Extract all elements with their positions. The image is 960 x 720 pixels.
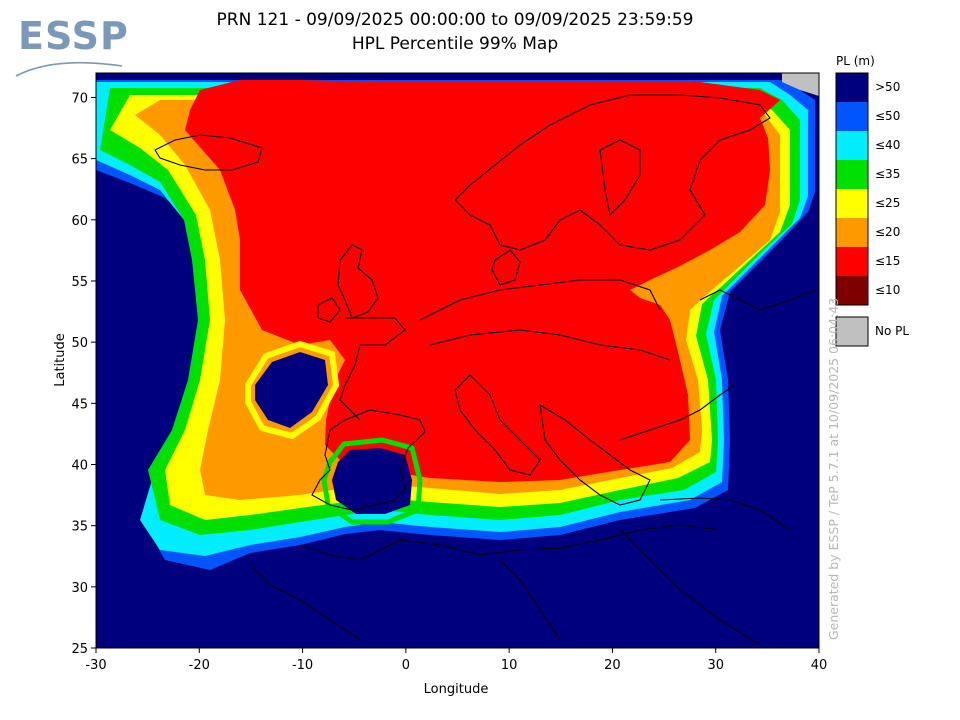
legend-swatch xyxy=(836,102,868,131)
coastline-18 xyxy=(619,529,761,646)
legend-label: ≤35 xyxy=(875,167,900,181)
logo-swoosh xyxy=(15,61,123,77)
x-tick-label: 0 xyxy=(402,658,410,673)
coastline-7 xyxy=(599,139,641,217)
y-tick-label: 30 xyxy=(71,581,88,596)
legend-label: ≤20 xyxy=(875,225,900,239)
coastline-9 xyxy=(419,279,661,321)
pl-region-7 xyxy=(185,80,780,482)
y-tick-label: 40 xyxy=(71,458,88,473)
legend-title: PL (m) xyxy=(836,54,875,68)
no-pl-corner xyxy=(782,73,819,96)
legend-no-pl-label: No PL xyxy=(875,324,910,338)
coastline-15 xyxy=(299,524,721,561)
legend-swatch xyxy=(836,247,868,276)
y-tick-label: 65 xyxy=(71,153,88,168)
x-axis-label: Longitude xyxy=(424,682,489,697)
legend-label: ≤40 xyxy=(875,138,900,152)
watermark: Generated by ESSP / TeP 5.7.1 at 10/09/2… xyxy=(826,297,841,640)
x-tick-label: -10 xyxy=(292,658,313,673)
y-tick-label: 25 xyxy=(71,642,88,657)
legend-label: ≤10 xyxy=(875,283,900,297)
coastline-17 xyxy=(499,559,561,641)
coastline-4 xyxy=(339,317,406,421)
y-axis-label: Latitude xyxy=(53,333,68,387)
hole-ring-2 xyxy=(321,437,423,525)
legend-label: ≤15 xyxy=(875,254,900,268)
legend-swatch xyxy=(836,276,868,305)
coastline-8 xyxy=(491,249,521,286)
pl-region-8 xyxy=(255,352,328,428)
y-tick-label: 55 xyxy=(71,275,88,290)
legend-frame xyxy=(835,72,869,306)
legend-label: ≤25 xyxy=(875,196,900,210)
coastline-1 xyxy=(154,134,263,171)
coastline-16 xyxy=(249,564,361,641)
pl-region-9 xyxy=(332,448,412,514)
x-tick-label: -20 xyxy=(189,658,210,673)
coastline-5 xyxy=(311,409,426,511)
x-tick-label: -30 xyxy=(85,658,106,673)
legend-swatch xyxy=(836,189,868,218)
coastline-3 xyxy=(317,297,341,323)
hole-ring-1 xyxy=(245,340,340,440)
legend-no-pl-swatch xyxy=(835,316,869,347)
x-tick-label: 10 xyxy=(501,658,518,673)
coastline-12 xyxy=(539,403,651,506)
coastline-6 xyxy=(454,94,771,251)
coastline-11 xyxy=(454,374,541,476)
legend-swatch xyxy=(836,73,868,102)
legend-label: >50 xyxy=(875,80,900,94)
coastline-14 xyxy=(659,497,791,531)
y-tick-label: 50 xyxy=(71,336,88,351)
x-tick-label: 20 xyxy=(604,658,621,673)
legend-swatch xyxy=(836,131,868,160)
chart-subtitle: HPL Percentile 99% Map xyxy=(351,34,559,54)
y-tick-label: 45 xyxy=(71,397,88,412)
coastline-2 xyxy=(337,244,379,319)
y-tick-label: 70 xyxy=(71,91,88,106)
legend-swatch xyxy=(836,218,868,247)
essp-logo: ESSP xyxy=(18,14,129,58)
plot-frame xyxy=(95,72,820,649)
x-tick-label: 40 xyxy=(811,658,828,673)
chart-title: PRN 121 - 09/09/2025 00:00:00 to 09/09/2… xyxy=(216,10,694,30)
coastline-13 xyxy=(619,384,736,441)
coastline-10 xyxy=(429,329,671,361)
legend-swatch xyxy=(836,160,868,189)
legend-label: ≤50 xyxy=(875,109,900,123)
plot-area xyxy=(96,73,819,648)
coastline-19 xyxy=(699,289,816,311)
y-tick-label: 35 xyxy=(71,520,88,535)
y-tick-label: 60 xyxy=(71,214,88,229)
x-tick-label: 30 xyxy=(707,658,724,673)
